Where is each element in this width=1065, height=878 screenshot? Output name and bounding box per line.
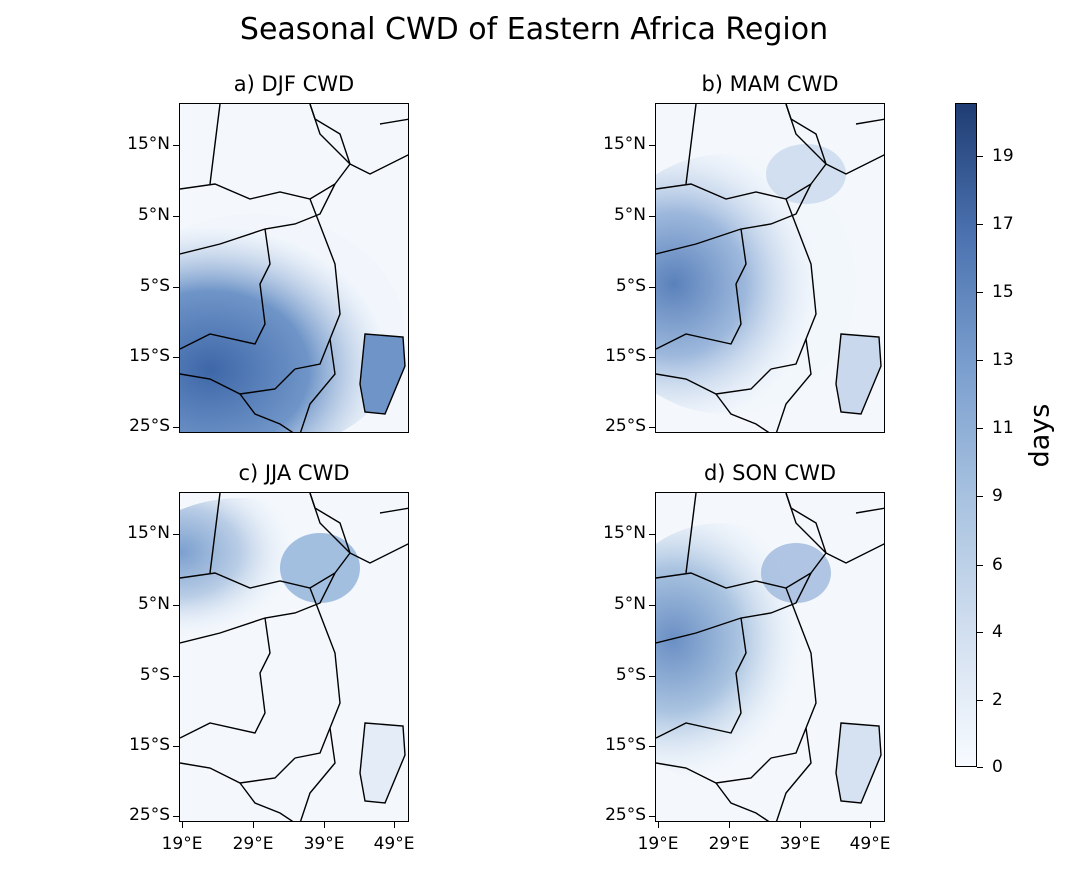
lat-label: 25°S [605,805,646,825]
lon-label: 19°E [637,834,679,854]
country-borders [656,493,884,821]
map-panel-mam [655,103,885,433]
lat-label: 5°S [615,665,646,685]
lon-label: 49°E [373,834,415,854]
colorbar-label: 0 [992,757,1003,777]
lat-tick [173,216,179,217]
country-borders [180,104,408,432]
lon-tick [870,822,871,828]
lon-tick [324,822,325,828]
lon-tick [394,822,395,828]
lat-label: 15°S [129,735,170,755]
lat-tick [173,357,179,358]
lon-label: 49°E [849,834,891,854]
madagascar-shape [835,333,882,415]
lat-label: 25°S [129,805,170,825]
lat-label: 5°S [139,276,170,296]
lat-tick [649,534,655,535]
lat-tick [649,145,655,146]
colorbar-tick [977,767,983,768]
lat-tick [173,145,179,146]
lon-label: 29°E [708,834,750,854]
madagascar-shape [359,722,406,804]
lat-tick [173,746,179,747]
lon-label: 39°E [303,834,345,854]
lat-tick [649,287,655,288]
lat-label: 5°N [613,205,646,225]
lat-tick [173,427,179,428]
lat-tick [649,746,655,747]
panel-title-mam: b) MAM CWD [701,72,839,96]
lat-label: 5°S [615,276,646,296]
colorbar-label: 15 [992,282,1014,302]
madagascar-shape [835,722,882,804]
map-djf-svg [180,104,408,432]
lat-tick [649,427,655,428]
colorbar-tick [977,224,983,225]
lat-tick [649,676,655,677]
colorbar-tick [977,565,983,566]
lat-tick [173,816,179,817]
colorbar-label: 19 [992,146,1014,166]
colorbar-tick [977,700,983,701]
lat-label: 15°S [605,346,646,366]
lat-label: 5°N [613,594,646,614]
map-panel-djf [179,103,409,433]
colorbar-label: 2 [992,690,1003,710]
colorbar [955,103,977,767]
map-mam-svg [656,104,884,432]
country-borders [180,493,408,821]
madagascar-shape [359,333,406,415]
lon-label: 29°E [232,834,274,854]
map-panel-jja [179,492,409,822]
colorbar-label: 11 [992,418,1014,438]
figure-title: Seasonal CWD of Eastern Africa Region [239,12,829,47]
colorbar-title: days [1024,403,1056,468]
colorbar-tick [977,292,983,293]
colorbar-tick [977,156,983,157]
lat-tick [649,216,655,217]
panel-title-jja: c) JJA CWD [238,461,350,485]
colorbar-tick [977,496,983,497]
lat-label: 5°N [137,594,170,614]
lat-label: 25°S [605,416,646,436]
lon-tick [800,822,801,828]
lat-tick [649,816,655,817]
lat-label: 15°N [127,134,170,154]
lat-label: 15°N [603,134,646,154]
colorbar-tick [977,428,983,429]
lat-tick [173,605,179,606]
lon-label: 19°E [161,834,203,854]
map-son-svg [656,493,884,821]
map-panel-son [655,492,885,822]
lon-tick [729,822,730,828]
lat-label: 25°S [129,416,170,436]
map-jja-svg [180,493,408,821]
colorbar-label: 4 [992,622,1003,642]
colorbar-label: 17 [992,214,1014,234]
lon-tick [182,822,183,828]
lat-label: 15°S [605,735,646,755]
lat-label: 5°S [139,665,170,685]
lat-tick [649,357,655,358]
lon-label: 39°E [779,834,821,854]
lat-tick [173,676,179,677]
lat-tick [649,605,655,606]
lat-label: 5°N [137,205,170,225]
colorbar-label: 9 [992,486,1003,506]
lat-tick [173,534,179,535]
panel-title-son: d) SON CWD [703,461,837,485]
country-borders [656,104,884,432]
lat-tick [173,287,179,288]
colorbar-tick [977,360,983,361]
lon-tick [658,822,659,828]
lat-label: 15°N [127,523,170,543]
panel-title-djf: a) DJF CWD [233,72,355,96]
colorbar-label: 6 [992,555,1003,575]
lon-tick [253,822,254,828]
colorbar-tick [977,632,983,633]
colorbar-label: 13 [992,350,1014,370]
lat-label: 15°S [129,346,170,366]
lat-label: 15°N [603,523,646,543]
